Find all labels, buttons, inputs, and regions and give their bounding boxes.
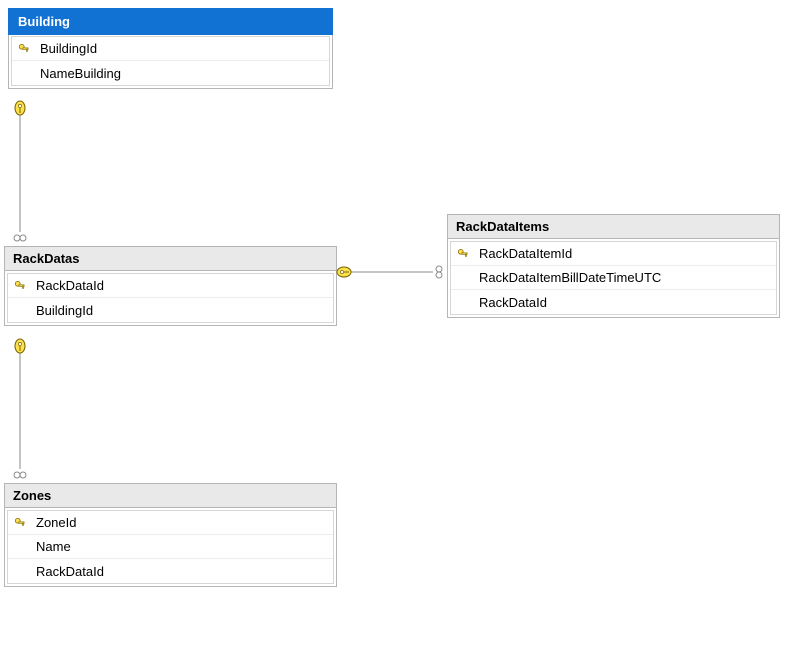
column-name: NameBuilding <box>36 66 329 81</box>
column-name: RackDataId <box>32 564 333 579</box>
entity-rackdataitems[interactable]: RackDataItems RackDataItemId RackDataIte… <box>447 214 780 318</box>
column-name: BuildingId <box>36 41 329 56</box>
column-name: RackDataId <box>475 295 776 310</box>
entity-column-row[interactable]: BuildingId <box>12 37 329 61</box>
pk-key-icon <box>8 280 32 292</box>
entity-title: Zones <box>13 488 51 503</box>
entity-column-row[interactable]: RackDataItemId <box>451 242 776 266</box>
column-name: RackDataId <box>32 278 333 293</box>
entity-body: RackDataId BuildingId <box>7 273 334 323</box>
entity-column-row[interactable]: RackDataId <box>8 559 333 583</box>
entity-column-row[interactable]: Name <box>8 535 333 559</box>
pk-key-icon <box>8 517 32 529</box>
column-name: Name <box>32 539 333 554</box>
entity-title: RackDatas <box>13 251 80 266</box>
entity-column-row[interactable]: BuildingId <box>8 298 333 322</box>
entity-body: RackDataItemId RackDataItemBillDateTimeU… <box>450 241 777 315</box>
entity-column-row[interactable]: RackDataId <box>451 290 776 314</box>
entity-title: Building <box>18 14 70 29</box>
column-name: RackDataItemId <box>475 246 776 261</box>
entity-rackdataitems-header[interactable]: RackDataItems <box>448 215 779 239</box>
entity-column-row[interactable]: NameBuilding <box>12 61 329 85</box>
pk-key-icon <box>12 43 36 55</box>
entity-building-header[interactable]: Building <box>8 8 333 35</box>
entity-title: RackDataItems <box>456 219 549 234</box>
entity-rackdatas[interactable]: RackDatas RackDataId BuildingId <box>4 246 337 326</box>
entity-column-row[interactable]: ZoneId <box>8 511 333 535</box>
entity-column-row[interactable]: RackDataId <box>8 274 333 298</box>
entity-column-row[interactable]: RackDataItemBillDateTimeUTC <box>451 266 776 290</box>
entity-body: ZoneId Name RackDataId <box>7 510 334 584</box>
pk-key-icon <box>451 248 475 260</box>
entity-rackdatas-header[interactable]: RackDatas <box>5 247 336 271</box>
column-name: BuildingId <box>32 303 333 318</box>
entity-zones[interactable]: Zones ZoneId Name RackDataId <box>4 483 337 587</box>
entity-body: BuildingId NameBuilding <box>11 36 330 86</box>
entity-building[interactable]: Building BuildingId NameBuilding <box>8 8 333 89</box>
entity-zones-header[interactable]: Zones <box>5 484 336 508</box>
column-name: ZoneId <box>32 515 333 530</box>
column-name: RackDataItemBillDateTimeUTC <box>475 270 776 285</box>
